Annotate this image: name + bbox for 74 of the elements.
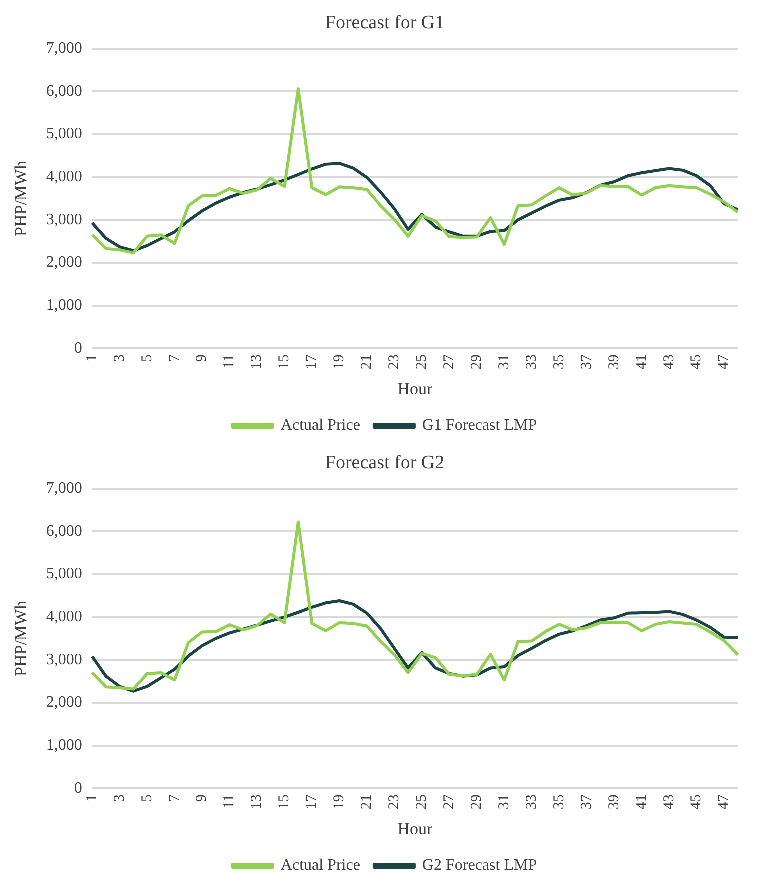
y-tick-label: 6,000 [46, 82, 82, 100]
x-tick-label: 33 [524, 794, 540, 810]
y-tick-label: 1,000 [46, 736, 82, 754]
x-tick-label: 31 [496, 794, 512, 810]
x-tick-label: 31 [496, 354, 512, 370]
chart-title: Forecast for G2 [325, 452, 445, 474]
x-tick-label: 45 [688, 354, 705, 370]
y-tick-label: 7,000 [46, 40, 82, 58]
y-tick-label: 2,000 [46, 694, 82, 712]
y-tick-label: 0 [74, 340, 82, 357]
x-tick-label: 19 [332, 354, 348, 370]
x-tick-label: 11 [222, 354, 238, 370]
x-tick-label: 17 [304, 794, 320, 810]
legend-label: Actual Price [280, 857, 360, 874]
x-tick-label: 47 [716, 794, 732, 810]
x-tick-label: 7 [166, 354, 183, 362]
x-tick-label: 37 [578, 794, 595, 810]
y-tick-label: 4,000 [46, 608, 82, 626]
x-tick-label: 41 [634, 794, 650, 810]
y-axis-title: PHP/MWh [12, 600, 31, 676]
x-tick-label: 29 [468, 794, 485, 810]
x-tick-label: 13 [249, 354, 266, 370]
y-tick-label: 7,000 [46, 480, 82, 498]
y-tick-label: 5,000 [46, 126, 82, 143]
x-tick-label: 17 [304, 354, 320, 370]
x-tick-label: 11 [222, 794, 238, 810]
x-tick-label: 29 [468, 354, 485, 370]
x-tick-label: 21 [359, 794, 376, 810]
x-tick-label: 1 [84, 354, 100, 362]
y-tick-label: 6,000 [46, 522, 82, 540]
chart-title: Forecast for G1 [325, 12, 445, 34]
x-tick-label: 15 [276, 794, 293, 810]
x-tick-label: 3 [112, 354, 128, 362]
y-tick-label: 4,000 [46, 168, 82, 186]
x-tick-label: 27 [441, 354, 458, 370]
x-tick-label: 5 [139, 354, 156, 362]
x-tick-label: 15 [276, 354, 293, 370]
x-tick-label: 3 [112, 794, 128, 802]
y-tick-label: 1,000 [46, 296, 82, 314]
y-tick-label: 3,000 [46, 651, 82, 668]
x-tick-label: 19 [332, 794, 348, 810]
x-tick-label: 23 [386, 354, 403, 370]
x-tick-label: 43 [661, 794, 678, 810]
x-tick-label: 9 [194, 354, 210, 362]
x-tick-label: 1 [84, 794, 100, 802]
x-tick-label: 39 [606, 354, 622, 370]
x-tick-label: 43 [661, 354, 678, 370]
x-tick-label: 7 [166, 794, 183, 802]
x-tick-label: 25 [414, 354, 430, 370]
y-tick-label: 2,000 [46, 254, 82, 272]
x-tick-label: 47 [716, 354, 732, 370]
x-tick-label: 35 [551, 794, 568, 810]
x-tick-label: 39 [606, 794, 622, 810]
y-tick-label: 0 [74, 780, 82, 797]
x-tick-label: 37 [578, 354, 595, 370]
x-tick-label: 9 [194, 794, 210, 802]
x-tick-label: 23 [386, 794, 403, 810]
legend-label: Actual Price [280, 417, 360, 434]
x-tick-label: 25 [414, 794, 430, 810]
legend-label: G1 Forecast LMP [422, 417, 538, 434]
x-tick-label: 41 [634, 354, 650, 370]
x-tick-label: 27 [441, 794, 458, 810]
x-tick-label: 35 [551, 354, 568, 370]
y-tick-label: 5,000 [46, 566, 82, 583]
x-axis-title: Hour [398, 379, 433, 398]
x-tick-label: 5 [139, 794, 156, 802]
x-tick-label: 45 [688, 794, 705, 810]
y-axis-title: PHP/MWh [12, 160, 31, 236]
legend-label: G2 Forecast LMP [422, 857, 538, 874]
x-tick-label: 21 [359, 354, 376, 370]
x-tick-label: 33 [524, 354, 540, 370]
x-tick-label: 13 [249, 794, 266, 810]
y-tick-label: 3,000 [46, 211, 82, 228]
x-axis-title: Hour [398, 819, 433, 838]
